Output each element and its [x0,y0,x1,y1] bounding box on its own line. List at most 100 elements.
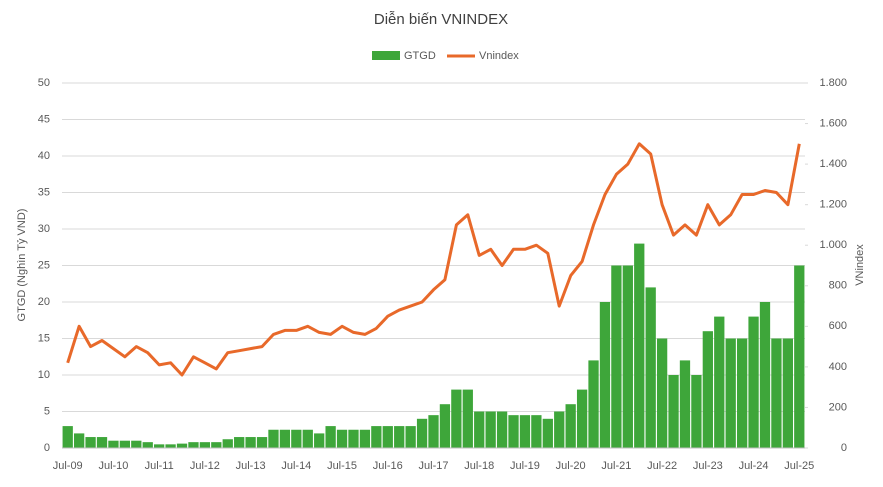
bar [188,442,199,448]
bar [668,375,679,448]
bar [302,429,313,448]
bar [702,331,713,448]
bar [714,316,725,448]
x-tick-label: Jul-24 [739,460,769,472]
bar [576,389,588,448]
x-tick-label: Jul-21 [601,460,631,472]
x-tick-label: Jul-20 [556,460,586,472]
bar [348,429,359,448]
bar [199,442,211,448]
y-tick-label: 30 [38,223,50,235]
bar [622,265,633,448]
bar [131,440,142,448]
y-tick-label: 20 [38,296,50,308]
x-tick-label: Jul-09 [53,460,83,472]
y-tick-label: 50 [38,77,50,89]
bar [519,415,531,448]
bar [336,429,348,448]
y2-tick-label: 1.000 [819,239,847,251]
x-tick-label: Jul-12 [190,460,220,472]
y-tick-label: 5 [44,405,50,417]
bar [462,389,473,448]
bar [394,426,405,448]
bar [371,426,382,448]
bar [748,316,759,448]
y2-tick-label: 0 [841,442,847,454]
bar [794,265,805,448]
x-tick-label: Jul-19 [510,460,540,472]
bar [611,265,622,448]
y2-tick-label: 1.200 [819,199,847,211]
legend-swatch [372,51,400,60]
bar [565,404,576,448]
x-tick-label: Jul-15 [327,460,357,472]
bar [314,433,325,448]
bar [485,411,496,448]
bar [531,415,542,448]
y2-tick-label: 200 [829,401,847,413]
x-tick-label: Jul-22 [647,460,677,472]
bar [85,437,96,448]
bar [599,302,611,448]
y-axis-title: GTGD (Nghìn Tỷ VND) [16,209,28,322]
bar [154,444,165,448]
x-tick-label: Jul-13 [236,460,266,472]
bar [234,437,245,448]
bar [359,429,371,448]
y-tick-label: 10 [38,369,50,381]
bar [656,338,668,448]
bar [119,440,131,448]
bar [165,444,176,448]
bar [451,389,462,448]
bar [771,338,782,448]
bar [508,415,519,448]
bar [142,442,153,448]
bar [588,360,599,448]
bar [325,426,336,448]
bar [108,440,119,448]
bar [496,411,508,448]
y2-tick-label: 1.600 [819,117,847,129]
bar [291,429,302,448]
x-tick-label: Jul-25 [784,460,814,472]
bar [554,411,565,448]
bar [725,338,736,448]
bar [211,442,222,448]
y2-tick-label: 400 [829,361,847,373]
bar [176,443,188,448]
bar [62,426,73,448]
bar [691,375,702,448]
y2-tick-label: 800 [829,280,847,292]
bar [382,426,393,448]
bar [474,411,485,448]
bar [245,437,256,448]
x-tick-label: Jul-17 [419,460,449,472]
bar [782,338,793,448]
line [66,142,801,377]
bar [405,426,416,448]
bar [736,338,748,448]
x-tick-label: Jul-10 [98,460,128,472]
chart-title: Diễn biến VNINDEX [374,11,508,28]
bar [74,433,85,448]
y-tick-label: 35 [38,186,50,198]
legend-label: GTGD [404,50,436,62]
x-tick-label: Jul-18 [464,460,494,472]
bar [279,429,291,448]
bar [428,415,439,448]
y-tick-label: 25 [38,259,50,271]
bar [439,404,451,448]
y2-axis-title: VNindex [854,244,866,286]
bar [416,418,428,448]
bar [679,360,691,448]
bar [634,243,645,448]
bar [759,302,771,448]
x-tick-label: Jul-11 [145,460,174,472]
y2-tick-label: 1.400 [819,158,847,170]
legend-label: Vnindex [479,50,519,62]
y2-tick-label: 1.800 [819,77,847,89]
x-tick-label: Jul-14 [281,460,311,472]
bar [645,287,656,448]
bar [96,437,108,448]
